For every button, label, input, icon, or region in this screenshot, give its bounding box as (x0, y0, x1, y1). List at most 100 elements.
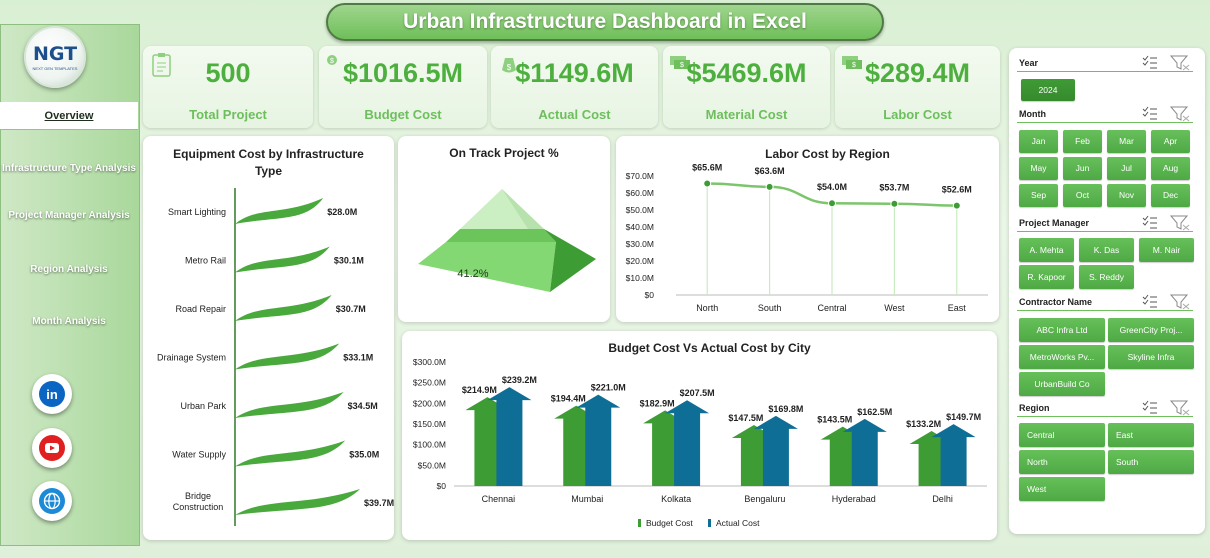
legend-swatch-budget (638, 519, 641, 527)
actual-cost-bar (576, 394, 621, 486)
bar-label: $169.8M (768, 404, 803, 414)
contractor-button[interactable]: ABC Infra Ltd (1019, 318, 1105, 342)
nav-region-analysis[interactable]: Region Analysis (0, 259, 138, 281)
region-west-button[interactable]: West (1019, 477, 1105, 501)
month-apr-button[interactable]: Apr (1151, 130, 1190, 153)
manager-button[interactable]: S. Reddy (1079, 265, 1134, 289)
nav-project-manager-analysis[interactable]: Project Manager Analysis (0, 205, 138, 227)
cash-icon: $ (670, 56, 690, 69)
multi-select-icon[interactable] (1142, 400, 1157, 414)
month-nov-button[interactable]: Nov (1107, 184, 1146, 207)
clear-filter-icon[interactable] (1169, 400, 1190, 416)
multi-select-icon[interactable] (1142, 294, 1157, 308)
month-mar-button[interactable]: Mar (1107, 130, 1146, 153)
x-tick-label: Kolkata (661, 494, 691, 504)
region-north-button[interactable]: North (1019, 450, 1105, 474)
x-tick-label: West (884, 303, 905, 313)
linkedin-icon[interactable]: in (32, 374, 72, 414)
multi-select-icon[interactable] (1142, 106, 1157, 120)
nav-label: Project Manager Analysis (8, 210, 130, 221)
point-label: $63.6M (755, 166, 785, 176)
region-slicer-controls (1142, 400, 1192, 416)
svg-text:$: $ (680, 62, 684, 69)
month-may-button[interactable]: May (1019, 157, 1058, 180)
manager-slicer-title: Project Manager (1019, 218, 1090, 228)
x-tick-label: Chennai (482, 494, 516, 504)
contractor-slicer-controls (1142, 294, 1192, 310)
y-tick-label: $150.0M (413, 419, 446, 429)
on-track-label: 41.2% (457, 268, 488, 280)
equipment-cost-panel: Equipment Cost by Infrastructure Type Sm… (143, 136, 394, 540)
month-aug-button[interactable]: Aug (1151, 157, 1190, 180)
year-slicer-controls (1142, 55, 1192, 71)
y-tick-label: $70.0M (626, 171, 654, 181)
category-label: Bridge (185, 491, 211, 501)
category-label: Construction (173, 502, 224, 512)
month-dec-button[interactable]: Dec (1151, 184, 1190, 207)
region-slicer-divider (1017, 416, 1193, 417)
contractor-button[interactable]: GreenCity Proj... (1108, 318, 1194, 342)
equipment-bar (235, 198, 324, 224)
month-jun-button[interactable]: Jun (1063, 157, 1102, 180)
manager-button[interactable]: R. Kapoor (1019, 265, 1074, 289)
bar-label: $149.7M (946, 412, 981, 422)
clear-filter-icon[interactable] (1169, 106, 1190, 122)
region-south-button[interactable]: South (1108, 450, 1194, 474)
x-tick-label: Bengaluru (744, 494, 785, 504)
nav-month-analysis[interactable]: Month Analysis (0, 311, 138, 333)
month-jan-button[interactable]: Jan (1019, 130, 1058, 153)
nav-overview[interactable]: Overview (0, 102, 138, 130)
region-east-button[interactable]: East (1108, 423, 1194, 447)
bar-label: $182.9M (640, 398, 675, 408)
multi-select-icon[interactable] (1142, 55, 1157, 69)
contractor-slicer-divider (1017, 310, 1193, 311)
year-2024-button[interactable]: 2024 (1021, 79, 1075, 101)
month-sep-button[interactable]: Sep (1019, 184, 1058, 207)
x-tick-label: East (948, 303, 967, 313)
line-point (765, 182, 774, 191)
legend-label: Budget Cost (646, 518, 693, 528)
actual-cost-bar (665, 400, 710, 486)
chart-title: Labor Cost by Region (765, 147, 890, 161)
y-tick-label: $0 (437, 481, 447, 491)
manager-button[interactable]: A. Mehta (1019, 238, 1074, 262)
youtube-icon[interactable] (32, 428, 72, 468)
month-feb-button[interactable]: Feb (1063, 130, 1102, 153)
month-slicer-divider (1017, 122, 1193, 123)
nav-label: Month Analysis (32, 316, 106, 327)
bar-label: $194.4M (551, 394, 586, 404)
month-jul-button[interactable]: Jul (1107, 157, 1146, 180)
kpi-value: $1016.5M (342, 58, 464, 88)
contractor-button[interactable]: UrbanBuild Co (1019, 372, 1105, 396)
kpi-label: Material Cost (705, 107, 788, 122)
month-oct-button[interactable]: Oct (1063, 184, 1102, 207)
manager-button[interactable]: M. Nair (1139, 238, 1194, 262)
contractor-button[interactable]: MetroWorks Pv... (1019, 345, 1105, 369)
manager-slicer-controls (1142, 215, 1192, 231)
region-central-button[interactable]: Central (1019, 423, 1105, 447)
y-tick-label: $250.0M (413, 378, 446, 388)
manager-button[interactable]: K. Das (1079, 238, 1134, 262)
contractor-slicer-title: Contractor Name (1019, 297, 1093, 307)
money-icon: $ (327, 55, 337, 65)
multi-select-icon[interactable] (1142, 215, 1157, 229)
nav-infrastructure-type-analysis[interactable]: Infrastructure Type Analysis (0, 158, 138, 180)
kpi-label: Labor Cost (883, 107, 952, 122)
category-label: Road Repair (175, 304, 226, 314)
globe-icon[interactable] (32, 481, 72, 521)
clear-filter-icon[interactable] (1169, 294, 1190, 310)
bar-label: $34.5M (348, 401, 378, 411)
equipment-bar (235, 246, 330, 273)
category-label: Drainage System (157, 353, 226, 363)
bar-label: $239.2M (502, 375, 537, 385)
dashboard-title: Urban Infrastructure Dashboard in Excel (403, 10, 807, 33)
kpi-label: Total Project (189, 107, 267, 122)
y-tick-label: $200.0M (413, 398, 446, 408)
bar-label: $214.9M (462, 385, 497, 395)
kpi-value: 500 (205, 58, 251, 88)
contractor-button[interactable]: Skyline Infra (1108, 345, 1194, 369)
legend-swatch-actual (708, 519, 711, 527)
clear-filter-icon[interactable] (1169, 55, 1190, 71)
clear-filter-icon[interactable] (1169, 215, 1190, 231)
svg-text:in: in (46, 387, 58, 402)
